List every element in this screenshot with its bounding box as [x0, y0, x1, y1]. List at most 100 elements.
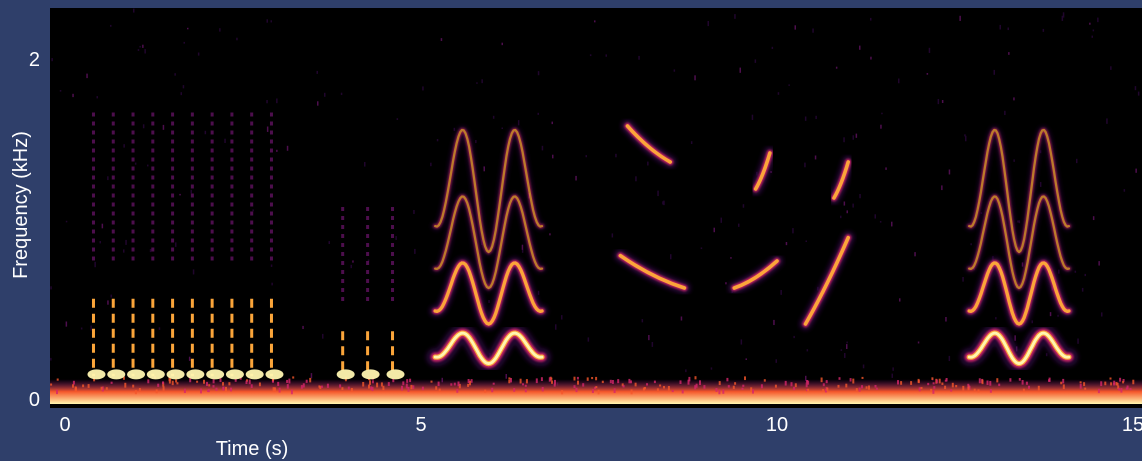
noise-speck	[1077, 338, 1079, 344]
noise-speck	[804, 116, 807, 121]
noise-speck	[892, 367, 894, 371]
harmonic-1	[960, 323, 1079, 373]
noise-speck	[941, 100, 944, 103]
floor-speck	[663, 386, 665, 389]
floor-speck	[225, 386, 227, 392]
floor-speck	[362, 382, 365, 387]
floor-speck	[784, 380, 787, 386]
floor-speck	[845, 383, 848, 388]
noise-speck	[840, 349, 843, 351]
noise-speck	[1013, 97, 1015, 101]
floor-speck	[679, 380, 682, 384]
floor-speck	[134, 390, 137, 395]
noise-speck	[587, 337, 590, 342]
floor-speck	[1104, 381, 1107, 386]
harmonic-3	[965, 192, 1073, 292]
floor-speck	[1021, 380, 1024, 385]
noise-speck	[317, 101, 319, 106]
harmonic-call-9	[960, 126, 1079, 373]
noise-speck	[605, 54, 607, 57]
y-tick-label: 0	[29, 389, 40, 411]
noise-speck	[174, 73, 176, 76]
floor-speck	[519, 378, 522, 384]
noise-speck	[1110, 66, 1112, 70]
floor-speck	[591, 377, 594, 380]
floor-speck	[147, 379, 150, 384]
floor-speck	[806, 380, 808, 383]
floor-speck	[622, 385, 625, 388]
floor-speck	[1126, 385, 1129, 390]
noise-speck	[219, 28, 221, 32]
noise-speck	[965, 135, 967, 142]
noise-speck	[1101, 312, 1103, 317]
floor-speck	[621, 383, 624, 387]
noise-speck	[162, 124, 165, 130]
floor-speck	[369, 380, 371, 385]
floor-speck	[258, 382, 261, 387]
floor-speck	[838, 377, 841, 380]
noise-speck	[134, 162, 137, 165]
pulse-base	[245, 369, 264, 380]
floor-speck	[681, 389, 684, 394]
noise-speck	[488, 300, 490, 303]
floor-speck	[822, 389, 825, 392]
noise-speck	[771, 46, 774, 49]
noise-speck	[1091, 35, 1093, 38]
floor-speck	[470, 379, 473, 383]
floor-speck	[741, 387, 744, 390]
pulse-base	[87, 369, 106, 380]
floor-speck	[196, 380, 199, 383]
noise-speck	[1092, 29, 1095, 32]
x-tick-label: 0	[59, 414, 70, 436]
floor-speck	[1117, 385, 1120, 389]
noise-speck	[1097, 17, 1099, 23]
floor-speck	[1122, 379, 1125, 382]
floor-speck	[248, 379, 251, 385]
noise-speck	[481, 79, 483, 84]
noise-speck	[50, 286, 52, 290]
noise-speck	[685, 369, 687, 373]
floor-speck	[222, 386, 225, 391]
noise-speck	[1098, 261, 1100, 266]
noise-speck	[65, 220, 68, 223]
floor-speck	[774, 384, 777, 388]
noise-floor-band	[50, 379, 1142, 404]
noise-speck	[541, 145, 544, 151]
floor-speck	[824, 389, 827, 393]
noise-speck	[788, 84, 790, 86]
floor-speck	[370, 386, 373, 390]
noise-speck	[663, 200, 665, 206]
noise-speck	[647, 161, 649, 166]
floor-speck	[467, 379, 470, 384]
floor-speck	[1118, 388, 1121, 391]
floor-speck	[807, 388, 810, 392]
floor-speck	[1129, 388, 1132, 391]
floor-speck	[245, 380, 248, 385]
floor-speck	[491, 387, 494, 393]
noise-speck	[1042, 28, 1045, 32]
x-tick-label: 5	[415, 414, 426, 436]
noise-speck	[917, 341, 920, 344]
noise-speck	[552, 154, 554, 159]
noise-speck	[805, 375, 807, 381]
floor-speck	[492, 382, 495, 385]
floor-speck	[628, 378, 631, 384]
noise-speck	[730, 257, 732, 259]
floor-speck	[56, 378, 59, 381]
floor-speck	[401, 385, 403, 391]
noise-speck	[107, 300, 109, 305]
noise-speck	[1061, 15, 1064, 21]
floor-speck	[300, 385, 303, 389]
floor-speck	[1037, 385, 1040, 391]
floor-speck	[72, 384, 74, 388]
floor-speck	[101, 386, 104, 392]
noise-speck	[880, 124, 882, 129]
floor-speck	[286, 379, 289, 383]
floor-speck	[508, 377, 511, 380]
noise-speck	[700, 247, 703, 250]
noise-speck	[648, 335, 650, 341]
floor-speck	[609, 379, 612, 384]
floor-speck	[826, 387, 829, 391]
noise-speck	[852, 203, 854, 208]
noise-speck	[948, 355, 951, 362]
